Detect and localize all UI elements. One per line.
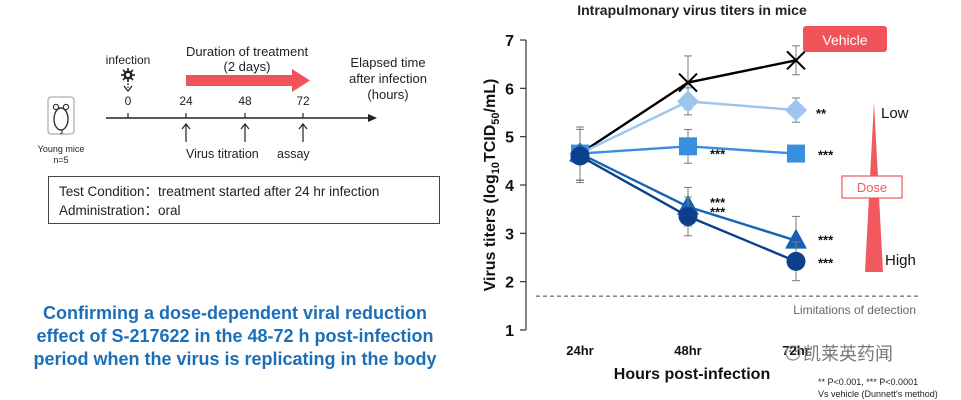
data-point <box>786 251 806 271</box>
significance-stars: *** <box>710 146 726 161</box>
conclusion-line2: effect of S-217622 in the 48-72 h post-i… <box>36 326 434 346</box>
significance-stars: *** <box>710 204 726 219</box>
data-point <box>678 72 698 93</box>
vehicle-legend-box <box>803 26 887 52</box>
series-group: ***** *************** <box>569 45 834 282</box>
data-point <box>785 228 807 249</box>
treatment-label-line2: (2 days) <box>223 59 271 74</box>
administration-text: Administration：oral <box>59 203 181 218</box>
conclusion-line1: Confirming a dose-dependent viral reduct… <box>42 303 428 323</box>
significance-stars: ** <box>816 106 827 121</box>
virus-icon <box>121 68 135 82</box>
elapsed-line2: after infection <box>348 71 428 86</box>
elapsed-line3: (hours) <box>367 87 409 102</box>
assay-label: assay <box>277 147 310 161</box>
test-condition-text: Test Condition：treatment started after 2… <box>59 184 380 199</box>
time-axis <box>106 113 377 122</box>
x-axis-label: Hours post-infection <box>614 366 770 383</box>
data-point <box>678 206 698 226</box>
mouse-label: Young mice n=5 <box>38 144 85 166</box>
conclusion-text: Confirming a dose-dependent viral reduct… <box>0 302 470 371</box>
tick-label-72: 72 <box>296 94 310 108</box>
significance-stars: *** <box>818 233 834 248</box>
tick-label-0: 0 <box>124 94 132 108</box>
significance-stars: *** <box>818 255 834 270</box>
dose-label: Dose <box>857 180 887 195</box>
x-tick-label: 48hr <box>674 343 701 358</box>
watermark: 凯莱英药闻 <box>785 344 893 365</box>
x-tick-label: 24hr <box>566 343 593 358</box>
treatment-label: Duration of treatment (2 days) <box>186 44 308 74</box>
mouse-icon <box>47 96 75 135</box>
data-point <box>787 144 805 163</box>
elapsed-time-label: Elapsed time after infection (hours) <box>349 55 427 103</box>
detection-limit-line: Limitations of detection <box>536 295 918 317</box>
conclusion-line3: period when the virus is replicating in … <box>33 349 437 369</box>
chart-title: Intrapulmonary virus titers in mice <box>577 2 807 18</box>
y-tick-label: 7 <box>505 33 514 50</box>
significance-stars: *** <box>710 195 726 210</box>
mouse-label-line2: n=5 <box>53 155 69 165</box>
significance-stars: *** <box>818 148 834 163</box>
virus-titer-chart: Intrapulmonary virus titers in mice 1 2 3 4… <box>482 2 938 399</box>
infection-label: infection <box>105 53 151 67</box>
data-point <box>786 50 806 71</box>
y-tick-label: 4 <box>505 178 514 195</box>
dose-label-box <box>841 175 903 199</box>
mouse-label-line1: Young mice <box>37 144 85 154</box>
y-tick-label: 1 <box>505 323 514 340</box>
watermark-text: 凯莱英药闻 <box>803 344 893 365</box>
y-tick-label: 3 <box>505 226 514 243</box>
vehicle-legend-label: Vehicle <box>822 32 867 48</box>
data-point <box>677 90 699 113</box>
treatment-arrow <box>186 69 310 92</box>
test-condition-box: Test Condition：treatment started after 2… <box>48 176 440 224</box>
tick-label-24: 24 <box>179 94 193 108</box>
series-high-dose: ****** <box>570 128 834 282</box>
y-axis-label: Virus titers (log10TCID50/mL) <box>482 79 502 292</box>
dose-legend: Vehicle Dose Low High <box>803 26 916 272</box>
elapsed-line1: Elapsed time <box>350 55 426 70</box>
data-point <box>785 99 807 122</box>
data-point <box>570 146 590 166</box>
data-point <box>679 137 697 156</box>
y-tick-label: 2 <box>505 275 514 292</box>
x-axis: 24hr 48hr 72hr <box>566 343 809 358</box>
y-axis: 1 2 3 4 5 6 7 <box>505 33 527 340</box>
tick-label-48: 48 <box>238 94 252 108</box>
treatment-label-line1: Duration of treatment <box>185 44 309 59</box>
high-dose-label: High <box>885 252 916 269</box>
footnote-line1: ** P<0.001, *** P<0.0001 <box>818 377 918 387</box>
y-tick-label: 6 <box>505 81 514 98</box>
low-dose-label: Low <box>881 105 909 122</box>
infection-arrow <box>123 83 133 93</box>
titration-label: Virus titration <box>186 147 259 161</box>
titration-arrows <box>181 123 308 142</box>
footnote-line2: Vs vehicle (Dunnett's method) <box>818 389 938 399</box>
y-tick-label: 5 <box>505 130 514 147</box>
timeline-diagram <box>47 68 377 142</box>
detection-limit-label: Limitations of detection <box>793 303 916 317</box>
